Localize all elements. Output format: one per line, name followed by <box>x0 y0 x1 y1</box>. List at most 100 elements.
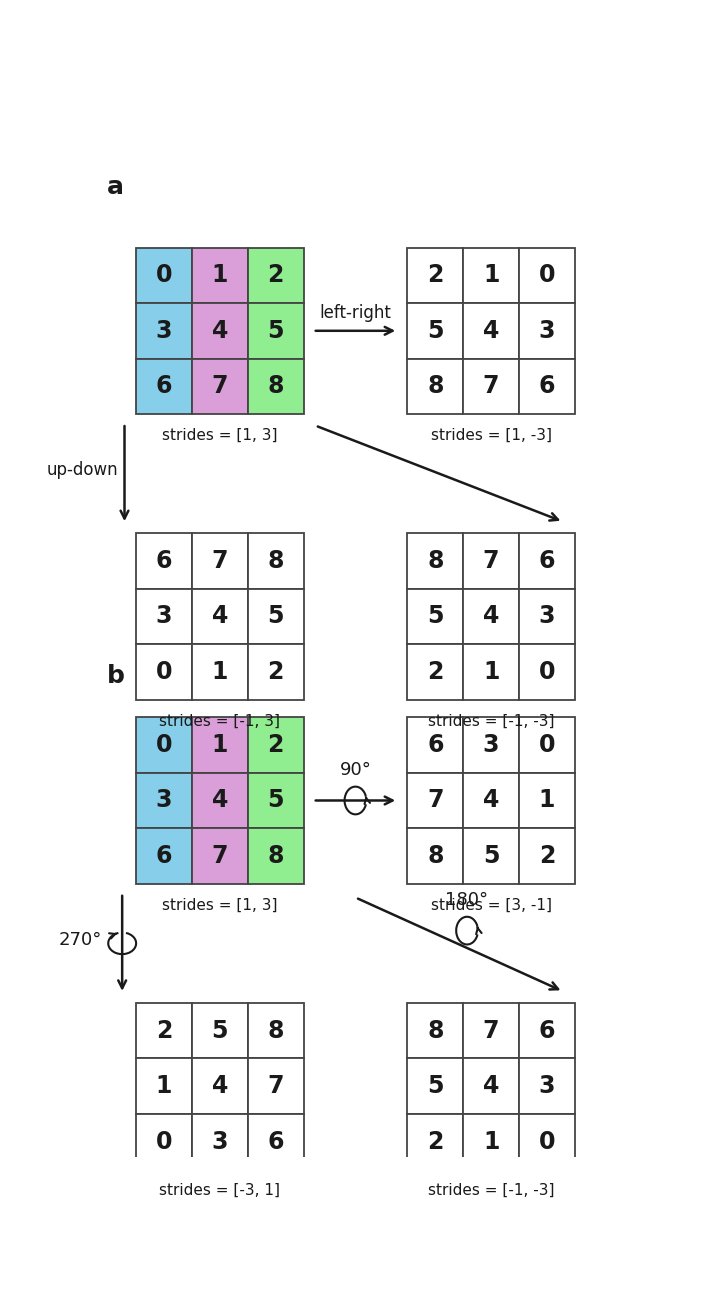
Bar <box>136 359 192 413</box>
Text: 5: 5 <box>212 1019 228 1043</box>
Text: 8: 8 <box>267 374 284 398</box>
Text: 0: 0 <box>538 1130 555 1153</box>
Bar <box>407 718 463 772</box>
Text: 3: 3 <box>538 604 555 628</box>
Text: a: a <box>107 176 123 199</box>
Text: 3: 3 <box>483 733 499 757</box>
Bar <box>463 1114 519 1169</box>
Text: 0: 0 <box>156 264 172 287</box>
Text: 3: 3 <box>156 789 172 812</box>
Bar <box>519 359 575 413</box>
Bar <box>463 772 519 828</box>
Bar <box>519 1114 575 1169</box>
Text: 0: 0 <box>538 733 555 757</box>
Bar <box>136 247 192 303</box>
Bar <box>248 589 303 645</box>
Bar <box>519 1004 575 1058</box>
Bar <box>136 1114 192 1169</box>
Text: 2: 2 <box>427 1130 443 1153</box>
Text: 5: 5 <box>267 604 284 628</box>
Text: 8: 8 <box>267 549 284 573</box>
Bar <box>192 303 248 359</box>
Bar <box>192 1114 248 1169</box>
Bar <box>248 1114 303 1169</box>
Bar <box>136 772 192 828</box>
Text: 2: 2 <box>267 733 284 757</box>
Bar <box>136 718 192 772</box>
Text: 7: 7 <box>267 1074 284 1098</box>
Text: 1: 1 <box>156 1074 172 1098</box>
Bar <box>136 303 192 359</box>
Text: up-down: up-down <box>47 460 118 478</box>
Bar <box>519 589 575 645</box>
Bar <box>463 718 519 772</box>
Text: 1: 1 <box>212 733 228 757</box>
Bar <box>192 533 248 589</box>
Bar <box>519 247 575 303</box>
Bar <box>192 589 248 645</box>
Bar <box>192 718 248 772</box>
Text: 8: 8 <box>427 844 444 868</box>
Text: 7: 7 <box>212 549 228 573</box>
Text: strides = [1, -3]: strides = [1, -3] <box>431 428 551 443</box>
Bar <box>407 303 463 359</box>
Text: 4: 4 <box>212 789 228 812</box>
Bar <box>463 247 519 303</box>
Text: 2: 2 <box>427 660 443 684</box>
Text: 3: 3 <box>156 604 172 628</box>
Text: 8: 8 <box>427 549 444 573</box>
Bar <box>463 589 519 645</box>
Text: 1: 1 <box>483 1130 499 1153</box>
Bar <box>407 1114 463 1169</box>
Text: 5: 5 <box>267 789 284 812</box>
Text: 90°: 90° <box>340 760 371 779</box>
Bar <box>407 1058 463 1114</box>
Bar <box>463 1058 519 1114</box>
Bar <box>248 303 303 359</box>
Text: 6: 6 <box>156 549 172 573</box>
Text: 8: 8 <box>427 374 444 398</box>
Text: 7: 7 <box>483 549 499 573</box>
Text: 6: 6 <box>156 844 172 868</box>
Bar <box>407 828 463 884</box>
Bar <box>136 1058 192 1114</box>
Text: 5: 5 <box>427 318 444 343</box>
Text: 0: 0 <box>538 264 555 287</box>
Bar <box>463 645 519 699</box>
Text: 2: 2 <box>267 660 284 684</box>
Text: 0: 0 <box>156 660 172 684</box>
Text: strides = [-1, -3]: strides = [-1, -3] <box>428 1183 554 1199</box>
Bar <box>407 247 463 303</box>
Bar <box>136 589 192 645</box>
Bar <box>407 589 463 645</box>
Text: 3: 3 <box>538 1074 555 1098</box>
Text: 5: 5 <box>267 318 284 343</box>
Bar <box>136 645 192 699</box>
Text: 1: 1 <box>212 660 228 684</box>
Text: 1: 1 <box>483 264 499 287</box>
Text: 7: 7 <box>212 844 228 868</box>
Bar <box>192 1004 248 1058</box>
Text: 3: 3 <box>156 318 172 343</box>
Text: strides = [-1, -3]: strides = [-1, -3] <box>428 714 554 728</box>
Text: 2: 2 <box>267 264 284 287</box>
Text: strides = [-1, 3]: strides = [-1, 3] <box>159 714 280 728</box>
Bar <box>463 533 519 589</box>
Bar <box>519 303 575 359</box>
Text: 270°: 270° <box>59 931 102 949</box>
Text: 5: 5 <box>483 844 499 868</box>
Text: 180°: 180° <box>445 891 488 909</box>
Bar <box>248 359 303 413</box>
Bar <box>407 359 463 413</box>
Bar <box>407 645 463 699</box>
Text: 2: 2 <box>538 844 555 868</box>
Text: strides = [-3, 1]: strides = [-3, 1] <box>159 1183 280 1199</box>
Text: 7: 7 <box>427 789 444 812</box>
Text: strides = [3, -1]: strides = [3, -1] <box>431 897 551 913</box>
Bar <box>463 828 519 884</box>
Bar <box>248 1058 303 1114</box>
Text: 7: 7 <box>212 374 228 398</box>
Text: 6: 6 <box>267 1130 284 1153</box>
Text: 4: 4 <box>212 318 228 343</box>
Bar <box>248 645 303 699</box>
